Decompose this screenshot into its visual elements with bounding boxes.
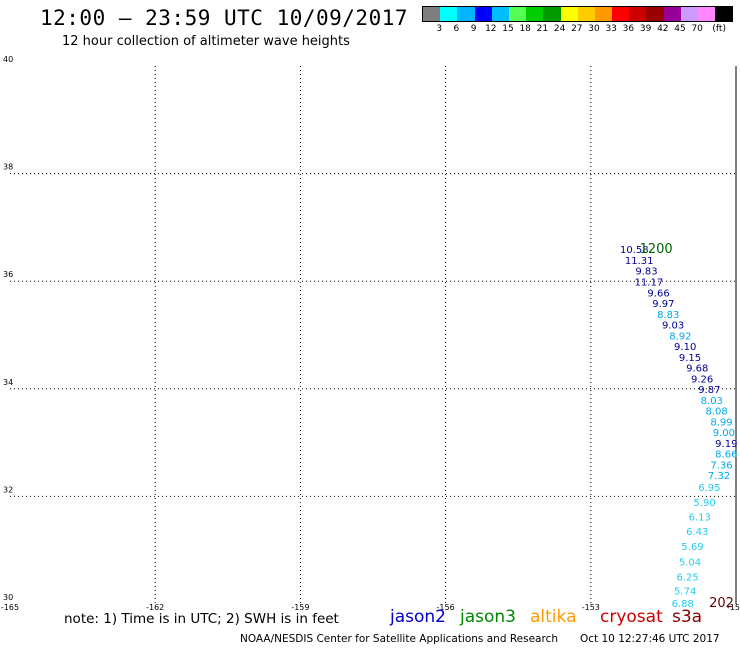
legend-label: 12 xyxy=(485,24,497,34)
wave-height-label: 9.68 xyxy=(686,364,708,375)
footer-timestamp: Oct 10 12:27:46 UTC 2017 xyxy=(580,633,720,645)
legend-label: 27 xyxy=(571,24,583,34)
wave-height-label: 202 xyxy=(709,596,734,611)
legend-swatch xyxy=(612,7,630,21)
legend-swatch xyxy=(680,7,698,21)
wave-height-label: 6.13 xyxy=(689,513,711,524)
legend-swatch xyxy=(560,7,578,21)
wave-height-label: 8.08 xyxy=(706,407,728,418)
legend-swatch xyxy=(474,7,492,21)
legend-label: 3 xyxy=(436,24,443,34)
wave-height-label: 6.88 xyxy=(672,599,694,610)
wave-height-label: 8.66 xyxy=(715,450,737,461)
wave-height-label: 6.43 xyxy=(686,527,708,538)
y-tick-label: 32 xyxy=(3,485,13,494)
color-legend: 3 6 9 12 15 18 21 24 27 30 33 36 39 42 45 70 (ft) xyxy=(422,6,734,36)
legend-swatch xyxy=(594,7,613,21)
wave-height-label: 11.17 xyxy=(635,278,664,289)
legend-swatch xyxy=(508,7,527,21)
wave-height-label: 9.66 xyxy=(647,288,669,299)
wave-height-label: 9.97 xyxy=(652,299,674,310)
wave-height-label: 1200 xyxy=(640,242,673,257)
legend-label: 33 xyxy=(605,24,617,34)
wave-height-label: 5.90 xyxy=(693,498,715,509)
satellite-cryosat-label: cryosat xyxy=(600,607,663,627)
y-tick-label: 40 xyxy=(3,55,13,64)
x-tick-label: -153 xyxy=(582,603,600,612)
legend-swatch xyxy=(440,7,458,21)
wave-height-label: 8.99 xyxy=(710,417,732,428)
wave-height-label: 5.04 xyxy=(679,557,701,568)
legend-label: 9 xyxy=(470,24,477,34)
x-tick-label: -165 xyxy=(1,603,19,612)
wave-height-label: 6.95 xyxy=(698,483,720,494)
legend-swatch xyxy=(698,7,716,21)
legend-label: 39 xyxy=(639,24,652,34)
footer-note: note: 1) Time is in UTC; 2) SWH is in fe… xyxy=(64,611,339,627)
wave-height-label: 8.03 xyxy=(701,396,723,407)
satellite-s3a-label: s3a xyxy=(672,607,703,627)
legend-label: 45 xyxy=(674,24,686,34)
x-tick-label: -162 xyxy=(146,603,164,612)
y-tick-label: 36 xyxy=(3,270,13,279)
legend-label: 70 xyxy=(691,24,703,34)
legend-label: 42 xyxy=(657,24,669,34)
legend-swatch xyxy=(491,7,509,21)
wave-height-label: 9.83 xyxy=(635,267,657,278)
satellite-jason2-label: jason2 xyxy=(390,607,446,627)
wave-height-label: 9.87 xyxy=(698,385,720,396)
wave-height-label: 11.31 xyxy=(625,256,654,267)
wave-height-label: 9.00 xyxy=(713,428,735,439)
legend-unit: (ft) xyxy=(712,24,726,34)
legend-swatch xyxy=(526,7,544,21)
legend-swatch xyxy=(663,7,681,21)
wave-height-label: 9.26 xyxy=(691,374,713,385)
legend-label: 24 xyxy=(553,24,566,34)
x-tick-label: -150 xyxy=(727,603,740,612)
wave-height-label: 5.69 xyxy=(681,542,703,553)
wave-height-label: 9.15 xyxy=(679,353,701,364)
wave-height-label: 8.92 xyxy=(669,331,691,342)
legend-swatch xyxy=(629,7,647,21)
wave-height-label: 9.19 xyxy=(715,439,737,450)
legend-label: 36 xyxy=(622,24,635,34)
y-tick-label: 30 xyxy=(3,593,13,602)
footer-credit: NOAA/NESDIS Center for Satellite Applica… xyxy=(240,633,558,645)
wave-height-label: 5.74 xyxy=(674,586,696,597)
wave-height-label: 6.25 xyxy=(676,572,698,583)
x-tick-label: -156 xyxy=(437,603,455,612)
wave-height-label: 9.03 xyxy=(662,321,684,332)
legend-swatches xyxy=(422,6,734,22)
y-tick-label: 38 xyxy=(3,163,13,172)
wave-height-label: 7.36 xyxy=(710,460,732,471)
wave-height-label: 7.32 xyxy=(708,471,730,482)
legend-label: 21 xyxy=(536,24,549,34)
y-tick-label: 34 xyxy=(3,378,13,387)
satellite-altika-label: altika xyxy=(530,607,577,627)
chart-title: 12:00 – 23:59 UTC 10/09/2017 xyxy=(40,6,409,30)
legend-swatch xyxy=(543,7,561,21)
legend-label: 30 xyxy=(588,24,600,34)
legend-label: 18 xyxy=(519,24,531,34)
legend-swatch xyxy=(423,7,441,21)
legend-label: 15 xyxy=(502,24,514,34)
legend-swatch xyxy=(577,7,595,21)
legend-swatch xyxy=(715,7,733,21)
legend-label: 6 xyxy=(453,24,460,34)
legend-swatch xyxy=(646,7,664,21)
wave-height-label: 10.58 xyxy=(620,245,649,256)
legend-swatch xyxy=(457,7,475,21)
x-tick-label: -159 xyxy=(291,603,309,612)
satellite-jason3-label: jason3 xyxy=(460,607,516,627)
wave-height-label: 9.10 xyxy=(674,342,696,353)
wave-height-label: 8.83 xyxy=(657,310,679,321)
legend-ticks: 3 6 9 12 15 18 21 24 27 30 33 36 39 42 45 70 (ft) xyxy=(422,22,733,36)
chart-subtitle: 12 hour collection of altimeter wave hei… xyxy=(62,34,350,49)
